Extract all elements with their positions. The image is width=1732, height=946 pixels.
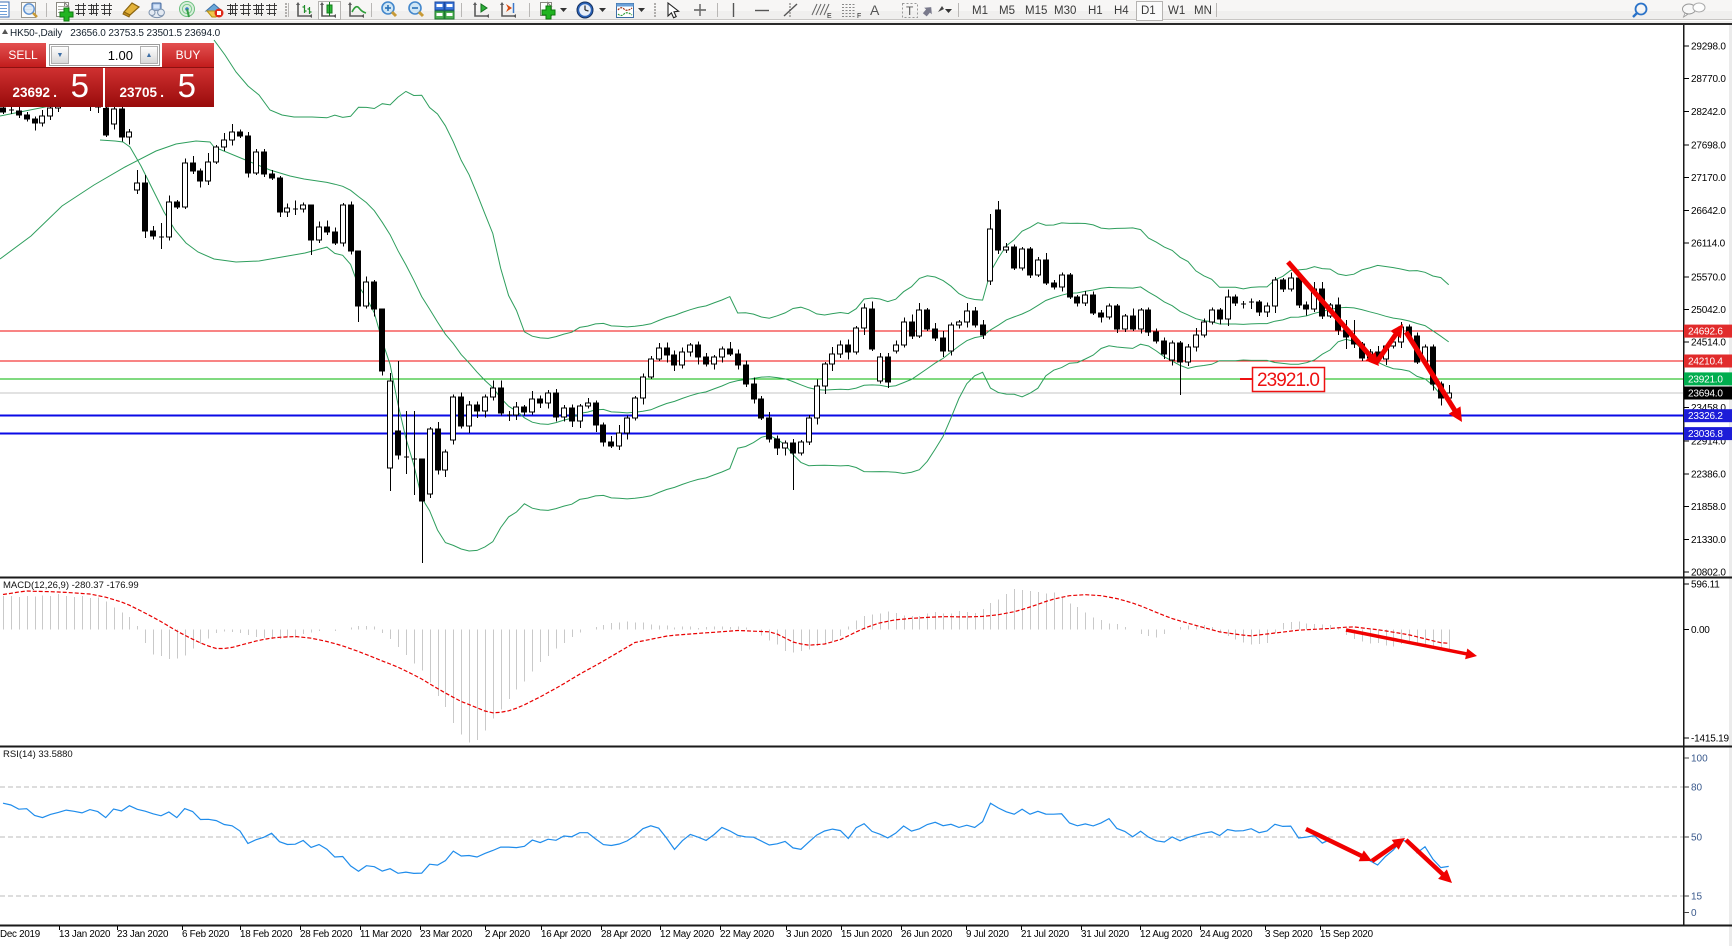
svg-text:29298.0: 29298.0 [1691,42,1726,53]
svg-text:D1: D1 [1141,5,1156,17]
svg-text:0: 0 [1691,908,1697,919]
svg-text:9 Jul 2020: 9 Jul 2020 [966,929,1010,940]
svg-text:23 Jan 2020: 23 Jan 2020 [117,929,169,940]
svg-text:13 Jan 2020: 13 Jan 2020 [59,929,111,940]
svg-text:Dec 2019: Dec 2019 [0,929,40,940]
svg-text:H1: H1 [1088,5,1103,17]
svg-text:23326.2: 23326.2 [1688,411,1723,422]
svg-text:6 Feb 2020: 6 Feb 2020 [182,929,230,940]
svg-text:24514.0: 24514.0 [1691,338,1726,349]
svg-text:20802.0: 20802.0 [1691,568,1726,579]
svg-text:M15: M15 [1025,5,1047,17]
svg-text:15 Jun 2020: 15 Jun 2020 [841,929,893,940]
svg-text:25570.0: 25570.0 [1691,272,1726,283]
svg-text:3 Sep 2020: 3 Sep 2020 [1265,929,1313,940]
svg-text:24692.6: 24692.6 [1688,327,1723,338]
svg-text:M5: M5 [999,5,1015,17]
svg-text:T: T [906,4,914,18]
svg-text:H4: H4 [1114,5,1129,17]
svg-text:22 May 2020: 22 May 2020 [720,929,775,940]
svg-text:23 Mar 2020: 23 Mar 2020 [420,929,473,940]
svg-text:28242.0: 28242.0 [1691,107,1726,118]
svg-text:28 Feb 2020: 28 Feb 2020 [300,929,353,940]
svg-text:21858.0: 21858.0 [1691,502,1726,513]
svg-text:15: 15 [1691,891,1703,902]
svg-text:W1: W1 [1168,5,1185,17]
svg-text:23921.0: 23921.0 [1257,370,1320,391]
svg-text:596.11: 596.11 [1691,580,1720,591]
svg-text:M30: M30 [1054,5,1076,17]
svg-text:50: 50 [1691,833,1703,844]
svg-text:-1415.19: -1415.19 [1691,734,1730,745]
svg-text:23921.0: 23921.0 [1688,374,1723,385]
svg-text:15 Sep 2020: 15 Sep 2020 [1320,929,1374,940]
svg-text:27698.0: 27698.0 [1691,141,1726,152]
svg-text:F: F [857,13,861,20]
svg-text:26 Jun 2020: 26 Jun 2020 [901,929,953,940]
svg-text:100: 100 [1691,754,1708,765]
svg-text:11 Mar 2020: 11 Mar 2020 [360,929,412,940]
svg-text:18 Feb 2020: 18 Feb 2020 [240,929,293,940]
svg-text:21330.0: 21330.0 [1691,535,1726,546]
svg-text:3 Jun 2020: 3 Jun 2020 [786,929,833,940]
svg-text:25042.0: 25042.0 [1691,305,1726,316]
svg-text:M1: M1 [972,5,988,17]
svg-text:0.00: 0.00 [1691,625,1710,636]
svg-text:26642.0: 26642.0 [1691,206,1726,217]
svg-text:12 May 2020: 12 May 2020 [660,929,715,940]
svg-text:MN: MN [1194,5,1212,17]
svg-text:21 Jul 2020: 21 Jul 2020 [1021,929,1070,940]
svg-text:27170.0: 27170.0 [1691,173,1726,184]
svg-text:24 Aug 2020: 24 Aug 2020 [1200,929,1253,940]
svg-text:E: E [827,13,832,20]
svg-text:12 Aug 2020: 12 Aug 2020 [1140,929,1193,940]
svg-text:RSI(14) 33.5880: RSI(14) 33.5880 [3,749,73,760]
svg-text:A: A [870,2,880,18]
svg-text:2 Apr 2020: 2 Apr 2020 [485,929,531,940]
svg-text:22914.0: 22914.0 [1691,437,1726,448]
svg-text:28 Apr 2020: 28 Apr 2020 [601,929,652,940]
svg-text:23458.0: 23458.0 [1691,403,1726,414]
svg-text:31 Jul 2020: 31 Jul 2020 [1081,929,1130,940]
svg-text:80: 80 [1691,782,1703,793]
svg-text:16 Apr 2020: 16 Apr 2020 [541,929,592,940]
svg-text:26114.0: 26114.0 [1691,239,1726,250]
svg-text:23036.8: 23036.8 [1688,429,1723,440]
svg-text:MACD(12,26,9) -280.37 -176.99: MACD(12,26,9) -280.37 -176.99 [3,580,139,591]
svg-text:23694.0: 23694.0 [1688,389,1723,400]
svg-text:28770.0: 28770.0 [1691,74,1726,85]
svg-text:24210.4: 24210.4 [1688,357,1723,368]
svg-text:22386.0: 22386.0 [1691,469,1726,480]
